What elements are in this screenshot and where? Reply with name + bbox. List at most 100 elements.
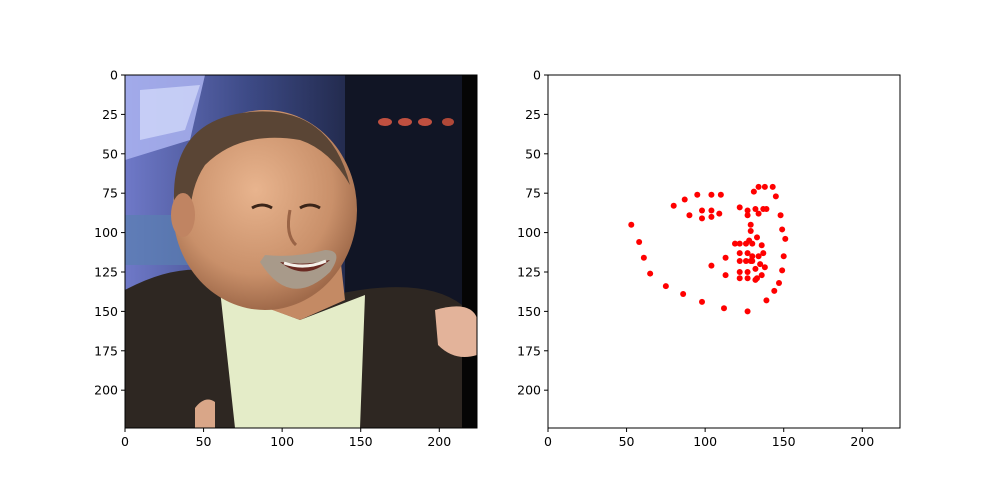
right-y-tick-label: 100 [517, 225, 541, 240]
landmark-point [708, 262, 715, 269]
landmark-point [763, 297, 770, 304]
landmark-point [772, 193, 779, 200]
photo-panel: 0 50 100 150 200 0 25 50 75 100 125 150 175 200 [94, 68, 478, 449]
left-y-tick-label: 50 [102, 146, 118, 161]
landmark-point [771, 287, 778, 294]
landmark-point [680, 291, 687, 298]
landmark-point [722, 254, 729, 261]
landmark-point [732, 240, 738, 247]
landmark-point [744, 207, 751, 214]
right-y-tick-label: 50 [525, 146, 541, 161]
landmark-point [752, 276, 759, 283]
left-y-tick-label: 0 [110, 68, 118, 83]
landmark-point [736, 257, 743, 264]
landmark-point [699, 207, 705, 214]
landmark-point [750, 188, 757, 195]
landmark-point [699, 298, 705, 305]
left-x-tick-label: 0 [121, 434, 129, 449]
landmark-point [755, 253, 762, 260]
right-y-tick-label: 200 [517, 383, 541, 398]
landmark-point [763, 205, 770, 212]
left-y-tick-label: 125 [94, 264, 118, 279]
landmark-point [780, 253, 787, 260]
left-x-tick-label: 100 [270, 434, 294, 449]
right-x-tick-label: 200 [850, 434, 874, 449]
right-x-tick-label: 150 [772, 434, 796, 449]
landmark-point [743, 240, 749, 247]
landmark-point [736, 204, 743, 211]
landmark-point [749, 240, 756, 247]
landmark-point [776, 280, 782, 287]
landmark-point [744, 212, 751, 219]
landmark-point [749, 253, 756, 260]
left-y-tick-label: 150 [94, 304, 118, 319]
landmark-point [743, 257, 749, 264]
landmark-point [779, 267, 786, 274]
landmark-point [662, 283, 669, 290]
right-y-tick-label: 25 [525, 107, 541, 122]
right-y-tick-label: 75 [525, 186, 541, 201]
left-y-tick-label: 25 [102, 107, 118, 122]
right-y-tick-label: 150 [517, 304, 541, 319]
landmark-point [760, 250, 767, 257]
left-y-tick-label: 75 [102, 186, 118, 201]
landmark-point [717, 191, 724, 198]
right-x-tick-label: 0 [544, 434, 552, 449]
landmark-point [752, 265, 759, 272]
landmark-point [758, 242, 765, 249]
landmark-point [636, 239, 643, 246]
landmark-point [755, 183, 762, 190]
right-axes-frame [547, 74, 901, 429]
left-x-tick-label: 150 [349, 434, 373, 449]
landmark-point [628, 221, 635, 228]
right-y-tick-label: 175 [517, 343, 541, 358]
landmark-point [686, 212, 693, 219]
landmark-point [747, 221, 754, 228]
landmark-point [708, 191, 715, 198]
landmark-scatter-panel: 0 50 100 150 200 0 25 50 75 100 125 150 175 200 [517, 68, 901, 449]
landmark-point [708, 207, 715, 214]
landmark-point [640, 254, 647, 261]
landmark-point [769, 183, 776, 190]
landmark-point [761, 264, 768, 271]
left-y-tick-label: 200 [94, 383, 118, 398]
landmark-point [754, 234, 760, 241]
landmark-point [736, 240, 743, 247]
landmark-point [747, 228, 754, 235]
right-plot-background [548, 75, 900, 428]
landmark-point [752, 205, 759, 212]
right-x-tick-label: 100 [693, 434, 717, 449]
landmark-point [694, 191, 701, 198]
left-x-tick-label: 200 [427, 434, 451, 449]
face-photo [125, 75, 477, 428]
landmark-point [757, 261, 764, 268]
landmark-point [681, 196, 688, 203]
landmark-point [744, 268, 751, 275]
landmark-point [699, 215, 705, 222]
landmark-point [736, 268, 743, 275]
landmark-point [722, 272, 729, 279]
landmark-point [755, 210, 762, 217]
landmark-point [744, 250, 751, 257]
left-y-tick-label: 175 [94, 343, 118, 358]
right-x-tick-label: 50 [619, 434, 635, 449]
landmark-point [736, 250, 743, 257]
landmark-point [670, 202, 677, 209]
landmark-point [758, 272, 765, 279]
landmark-point [744, 275, 751, 282]
left-y-tick-label: 100 [94, 225, 118, 240]
landmark-point [779, 226, 786, 233]
landmark-point [744, 308, 751, 315]
left-axes-frame [124, 74, 478, 429]
landmark-point [777, 212, 784, 219]
right-y-tick-label: 0 [533, 68, 541, 83]
right-y-tick-label: 125 [517, 264, 541, 279]
landmark-point [708, 213, 715, 220]
landmark-point [721, 305, 727, 312]
landmark-point [782, 235, 789, 242]
landmark-point [647, 270, 654, 277]
left-x-tick-label: 50 [196, 434, 212, 449]
landmark-point [716, 210, 723, 217]
landmark-point [761, 183, 768, 190]
